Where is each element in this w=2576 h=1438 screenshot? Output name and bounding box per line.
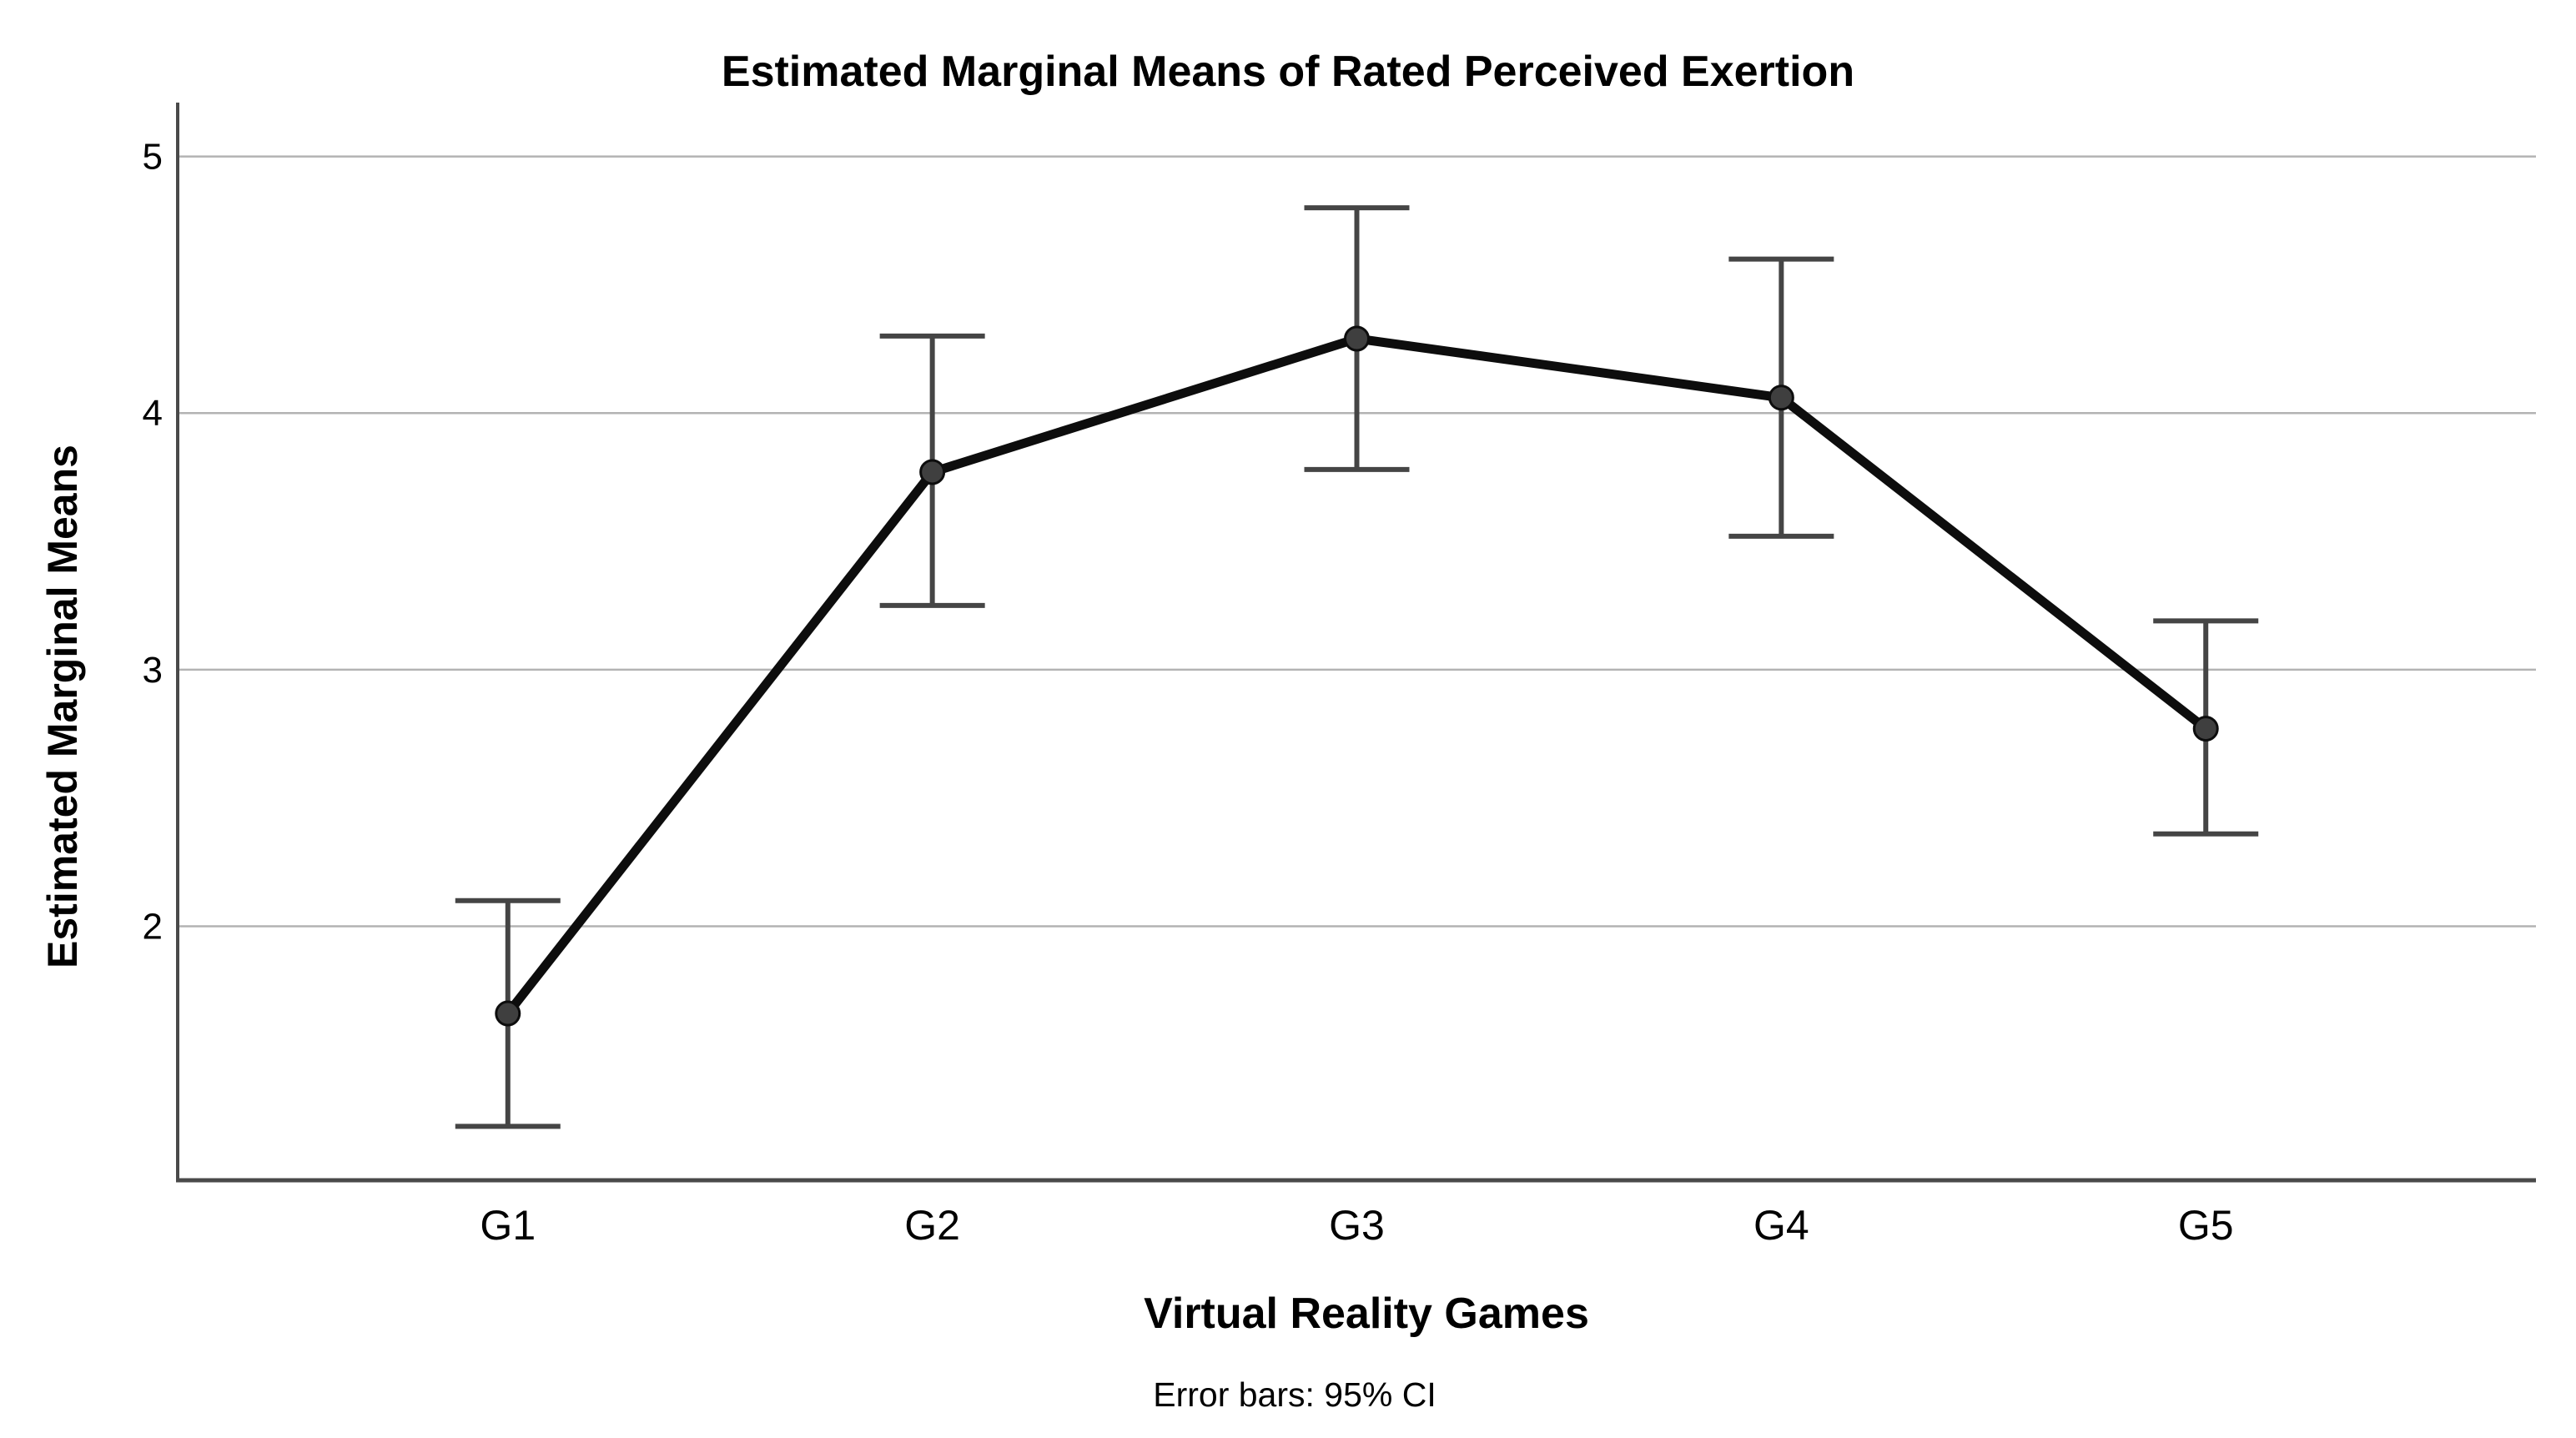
y-axis-title: Estimated Marginal Means <box>39 445 86 968</box>
data-point-marker-g4 <box>1768 385 1794 411</box>
y-tick-label: 3 <box>143 650 163 691</box>
y-tick-label: 2 <box>143 906 163 947</box>
y-tick-label: 5 <box>143 137 163 178</box>
x-category-labels: G1 G2 G3 G4 G5 <box>480 1202 2233 1249</box>
data-point-marker-g3 <box>1344 325 1370 352</box>
x-category-label-g2: G2 <box>904 1202 960 1249</box>
x-category-label-g1: G1 <box>480 1202 536 1249</box>
data-point-marker-g5 <box>2192 716 2219 742</box>
error-bar-footnote: Error bars: 95% CI <box>1153 1375 1436 1414</box>
x-axis-title: Virtual Reality Games <box>1144 1290 1589 1338</box>
data-point-marker-g1 <box>495 1000 521 1027</box>
y-tick-labels: 2 3 4 5 <box>143 137 163 948</box>
chart-title: Estimated Marginal Means of Rated Percei… <box>722 48 1854 96</box>
x-category-label-g3: G3 <box>1329 1202 1385 1249</box>
axes <box>176 103 2536 1183</box>
data-point-markers <box>495 325 2219 1027</box>
x-category-label-g5: G5 <box>2178 1202 2234 1249</box>
x-category-label-g4: G4 <box>1753 1202 1809 1249</box>
y-tick-label: 4 <box>143 393 163 434</box>
data-point-marker-g2 <box>919 459 946 485</box>
